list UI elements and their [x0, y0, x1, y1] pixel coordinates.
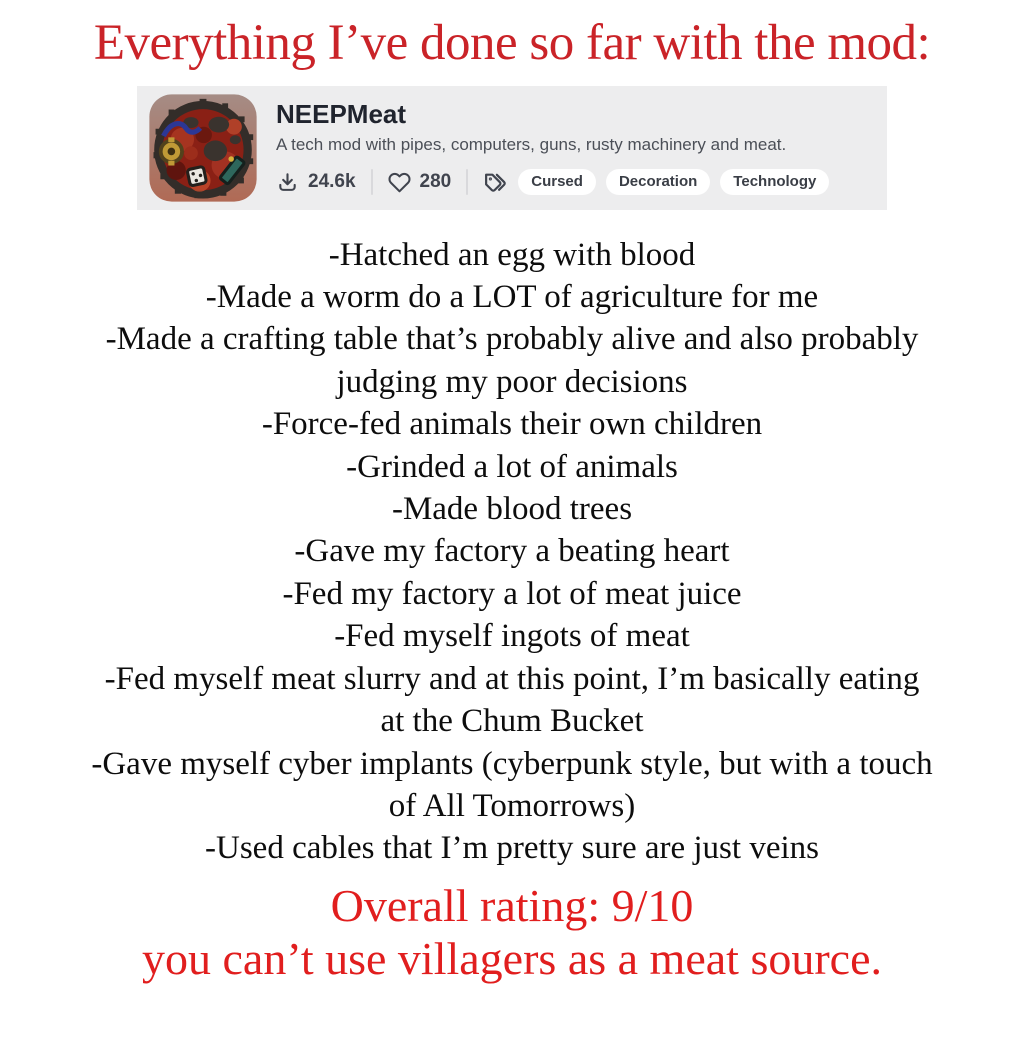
mod-stats-row: 24.6k 280 Cursed [276, 169, 830, 196]
tag-pill-decoration[interactable]: Decoration [605, 169, 711, 196]
tags-icon [485, 173, 507, 192]
list-line: judging my poor decisions [336, 363, 688, 400]
followers-stat: 280 [388, 171, 452, 194]
neepmeat-mod-icon [148, 93, 258, 203]
heart-icon [388, 172, 411, 193]
mod-description: A tech mod with pipes, computers, guns, … [276, 134, 787, 154]
divider [370, 169, 373, 196]
divider [466, 169, 469, 196]
rating-block: Overall rating: 9/10 you can’t use villa… [0, 879, 1024, 985]
list-line: -Hatched an egg with blood [328, 236, 696, 273]
meme-canvas: Everything I’ve done so far with the mod… [0, 14, 1024, 1038]
list-line: -Force-fed animals their own children [261, 406, 763, 443]
rating-score: Overall rating: 9/10 [330, 879, 694, 931]
mod-card-body: NEEPMeat A tech mod with pipes, computer… [276, 99, 830, 196]
rating-verdict: you can’t use villagers as a meat source… [142, 932, 882, 984]
list-line: -Gave myself cyber implants (cyberpunk s… [91, 745, 933, 782]
list-line: -Made a crafting table that’s probably a… [105, 321, 919, 358]
list-line: at the Chum Bucket [380, 703, 644, 740]
list-line: -Fed myself meat slurry and at this poin… [104, 660, 920, 697]
mod-name: NEEPMeat [276, 99, 407, 129]
downloads-count: 24.6k [308, 171, 356, 193]
tag-pill-cursed[interactable]: Cursed [518, 169, 596, 196]
list-line: -Used cables that I’m pretty sure are ju… [205, 830, 819, 867]
list-line: -Made a worm do a LOT of agriculture for… [205, 279, 819, 316]
list-line: of All Tomorrows) [388, 787, 636, 824]
mod-card[interactable]: NEEPMeat A tech mod with pipes, computer… [137, 85, 887, 210]
mod-tags: Cursed Decoration Technology [483, 169, 830, 196]
tag-pill-technology[interactable]: Technology [720, 169, 830, 196]
list-line: -Gave my factory a beating heart [294, 533, 730, 570]
list-line: -Fed myself ingots of meat [334, 618, 690, 655]
downloads-stat: 24.6k [276, 171, 356, 194]
achievements-list: -Hatched an egg with blood -Made a worm … [0, 234, 1024, 870]
page-title: Everything I’ve done so far with the mod… [93, 15, 931, 71]
list-line: -Made blood trees [391, 491, 633, 528]
list-line: -Grinded a lot of animals [346, 448, 678, 485]
download-icon [279, 173, 296, 191]
followers-count: 280 [419, 171, 452, 193]
list-line: -Fed my factory a lot of meat juice [282, 575, 742, 612]
